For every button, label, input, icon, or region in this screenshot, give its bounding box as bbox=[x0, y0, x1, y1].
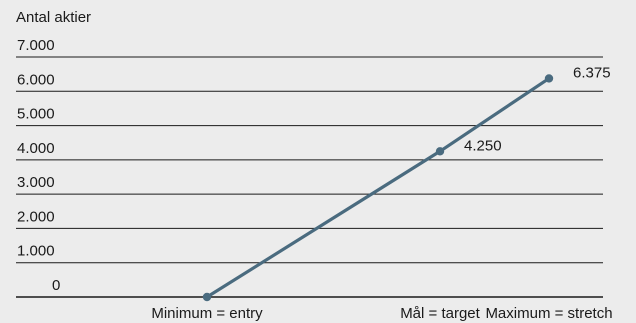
x-tick-labels: Minimum = entry Mål = target Maximum = str… bbox=[151, 305, 612, 322]
data-labels: 4.250 6.375 bbox=[464, 64, 611, 154]
series-line bbox=[202, 74, 554, 302]
gridlines bbox=[16, 56, 603, 298]
data-point bbox=[435, 147, 445, 156]
x-tick-label: Mål = target bbox=[400, 305, 480, 322]
x-tick-label: Maximum = stretch bbox=[485, 305, 612, 322]
y-axis-title: Antal aktier bbox=[16, 9, 91, 26]
y-tick-label: 2.000 bbox=[17, 208, 55, 225]
y-tick-labels: 0 1.000 2.000 3.000 4.000 5.000 6.000 7.000 bbox=[17, 37, 60, 294]
series-line-path bbox=[206, 77, 550, 299]
y-tick-label: 6.000 bbox=[17, 71, 55, 88]
y-tick-label: 0 bbox=[52, 277, 60, 294]
y-tick-label: 4.000 bbox=[17, 140, 55, 157]
y-tick-label: 5.000 bbox=[17, 106, 55, 123]
y-tick-label: 1.000 bbox=[17, 243, 55, 260]
y-tick-label: 3.000 bbox=[17, 174, 55, 191]
x-tick-label: Minimum = entry bbox=[151, 305, 263, 322]
y-tick-label: 7.000 bbox=[17, 37, 55, 54]
data-label: 6.375 bbox=[573, 64, 611, 81]
data-point bbox=[202, 292, 212, 302]
data-label: 4.250 bbox=[464, 137, 502, 154]
data-point bbox=[544, 74, 554, 83]
